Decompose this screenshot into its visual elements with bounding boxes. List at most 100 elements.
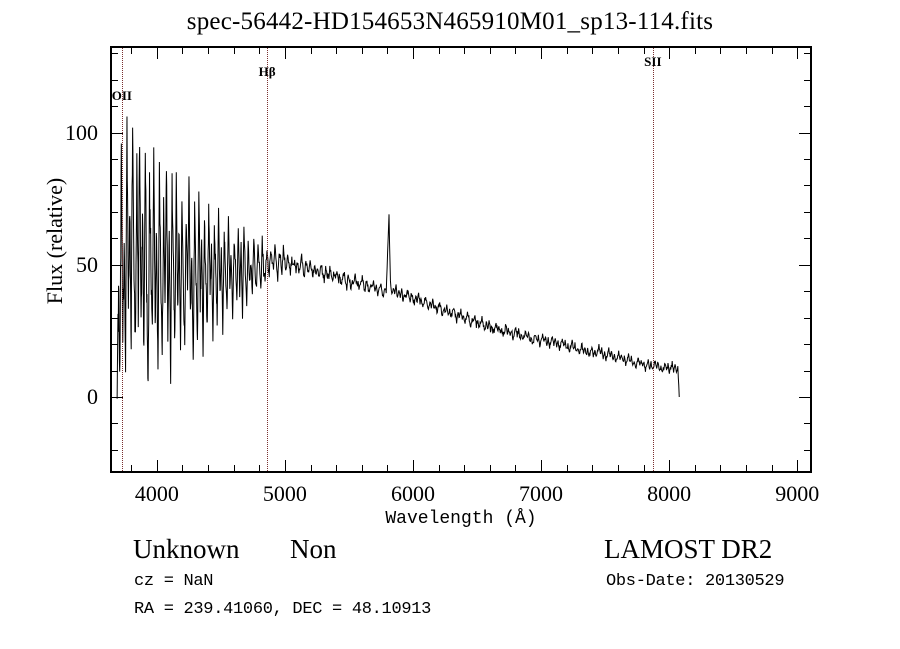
x-minor-tick: [515, 465, 517, 471]
x-minor-tick-top: [438, 48, 440, 54]
x-minor-tick-top: [387, 48, 389, 54]
x-minor-tick: [361, 465, 363, 471]
x-minor-tick: [310, 465, 312, 471]
x-minor-tick: [592, 465, 594, 471]
x-minor-tick-top: [208, 48, 210, 54]
y-minor-tick-right: [804, 238, 810, 240]
y-major-tick-right: [799, 132, 810, 134]
x-axis-title: Wavelength (Å): [385, 509, 537, 529]
y-minor-tick: [112, 423, 118, 425]
x-minor-tick-top: [592, 48, 594, 54]
y-minor-tick-right: [804, 423, 810, 425]
x-minor-tick: [131, 465, 133, 471]
y-minor-tick-right: [804, 317, 810, 319]
x-major-tick: [156, 460, 158, 471]
y-minor-tick-right: [804, 291, 810, 293]
x-minor-tick-top: [566, 48, 568, 54]
x-major-tick-top: [156, 48, 158, 59]
x-major-tick: [284, 460, 286, 471]
y-major-tick: [112, 396, 123, 398]
x-minor-tick-top: [182, 48, 184, 54]
x-minor-tick: [643, 465, 645, 471]
y-minor-tick: [112, 79, 118, 81]
y-minor-tick-right: [804, 53, 810, 55]
y-minor-tick-right: [804, 344, 810, 346]
y-minor-tick-right: [804, 185, 810, 187]
y-minor-tick-right: [804, 106, 810, 108]
y-minor-tick-right: [804, 79, 810, 81]
x-tick-label: 9000: [775, 481, 820, 506]
x-tick-label: 8000: [647, 481, 692, 506]
x-minor-tick: [336, 465, 338, 471]
x-major-tick-top: [412, 48, 414, 59]
y-minor-tick-right: [804, 449, 810, 451]
x-tick-label: 7000: [519, 481, 564, 506]
x-minor-tick: [694, 465, 696, 471]
x-minor-tick: [233, 465, 235, 471]
y-major-tick-right: [799, 396, 810, 398]
sky-coordinates: RA = 239.41060, DEC = 48.10913: [134, 600, 432, 619]
y-minor-tick-right: [804, 370, 810, 372]
y-minor-tick: [112, 370, 118, 372]
page-title: spec-56442-HD154653N465910M01_sp13-114.f…: [186, 8, 714, 35]
x-minor-tick-top: [720, 48, 722, 54]
y-minor-tick: [112, 344, 118, 346]
x-minor-tick-top: [259, 48, 261, 54]
x-major-tick-top: [669, 48, 671, 59]
y-minor-tick: [112, 185, 118, 187]
x-minor-tick: [720, 465, 722, 471]
y-tick-label: 0: [87, 383, 98, 409]
y-major-tick: [112, 264, 123, 266]
line-marker-sii: [652, 48, 654, 471]
x-minor-tick: [745, 465, 747, 471]
y-minor-tick: [112, 211, 118, 213]
x-major-tick: [412, 460, 414, 471]
x-minor-tick-top: [233, 48, 235, 54]
y-minor-tick: [112, 317, 118, 319]
x-minor-tick-top: [361, 48, 363, 54]
spectrum-trace: [112, 48, 810, 471]
x-minor-tick: [566, 465, 568, 471]
survey-name: LAMOST DR2: [604, 534, 773, 564]
line-marker-oii: [121, 48, 123, 471]
x-minor-tick: [617, 465, 619, 471]
x-minor-tick-top: [464, 48, 466, 54]
line-marker-label-sii: SII: [644, 54, 662, 69]
x-minor-tick-top: [336, 48, 338, 54]
x-major-tick: [797, 460, 799, 471]
spectrum-path: [117, 116, 679, 398]
y-minor-tick: [112, 449, 118, 451]
y-minor-tick: [112, 106, 118, 108]
x-tick-label: 5000: [262, 481, 307, 506]
y-major-tick: [112, 132, 123, 134]
y-major-tick-right: [799, 264, 810, 266]
x-minor-tick-top: [617, 48, 619, 54]
x-minor-tick-top: [131, 48, 133, 54]
x-tick-label: 6000: [390, 481, 435, 506]
y-axis-title: Flux (relative): [42, 177, 67, 305]
x-minor-tick-top: [489, 48, 491, 54]
x-minor-tick-top: [310, 48, 312, 54]
line-marker-label-oii: OII: [111, 88, 132, 103]
plot-inner: [112, 48, 810, 471]
line-marker-hbeta: [267, 48, 269, 471]
y-minor-tick: [112, 53, 118, 55]
x-minor-tick: [208, 465, 210, 471]
x-minor-tick: [464, 465, 466, 471]
x-minor-tick-top: [771, 48, 773, 54]
x-minor-tick: [489, 465, 491, 471]
x-minor-tick: [259, 465, 261, 471]
x-major-tick-top: [541, 48, 543, 59]
observation-date: Obs-Date: 20130529: [606, 572, 785, 591]
object-class: Non: [290, 534, 337, 564]
x-minor-tick-top: [745, 48, 747, 54]
x-major-tick: [541, 460, 543, 471]
x-tick-label: 4000: [134, 481, 179, 506]
y-minor-tick: [112, 159, 118, 161]
y-minor-tick-right: [804, 211, 810, 213]
x-major-tick-top: [797, 48, 799, 59]
y-minor-tick-right: [804, 159, 810, 161]
plot-area: [110, 46, 812, 473]
line-marker-label-hbeta: Hβ: [258, 64, 276, 79]
